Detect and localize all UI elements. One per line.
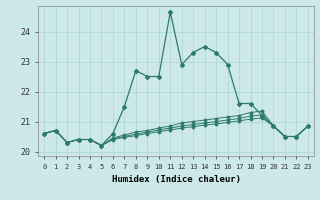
X-axis label: Humidex (Indice chaleur): Humidex (Indice chaleur) — [111, 175, 241, 184]
